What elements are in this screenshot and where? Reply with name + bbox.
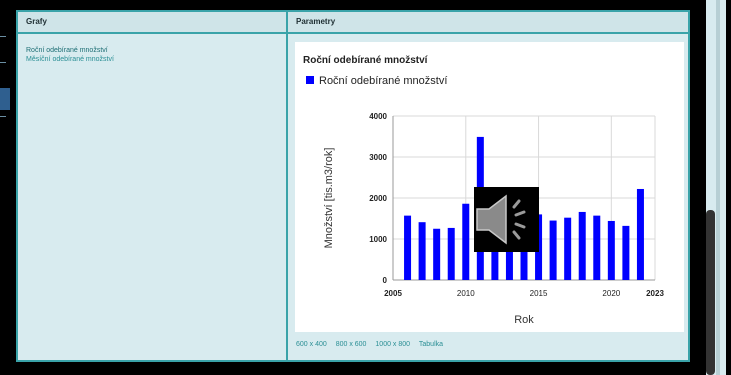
- column-divider: [286, 12, 288, 360]
- x-tick-label: 2023: [646, 289, 664, 298]
- scrollbar-gutter: [716, 0, 720, 375]
- x-tick-label: 2005: [384, 289, 402, 298]
- y-tick-label: 0: [383, 276, 388, 285]
- speaker-overlay[interactable]: [474, 187, 539, 252]
- edge-tick: [0, 116, 6, 117]
- bar-2022: [636, 188, 644, 280]
- graphs-panel: Grafy Parametry Roční odebírané množství…: [16, 10, 690, 362]
- x-tick-label: 2015: [530, 289, 548, 298]
- size-1000x800-link[interactable]: 1000 x 800: [375, 341, 411, 348]
- right-scroll-area: [690, 0, 731, 375]
- bar-2006: [404, 215, 412, 280]
- scrollbar-thumb[interactable]: [706, 210, 715, 375]
- bar-2007: [418, 222, 426, 280]
- bar-2013: [505, 226, 513, 280]
- table-link[interactable]: Tabulka: [418, 341, 444, 348]
- x-axis-label: Rok: [514, 314, 534, 326]
- edge-tick: [0, 62, 6, 63]
- y-axis-label: Množství [tis.m3/rok]: [323, 148, 335, 249]
- bar-2010: [462, 203, 470, 280]
- header-graphs: Grafy: [26, 17, 47, 26]
- x-tick-label: 2020: [602, 289, 620, 298]
- size-800x600-link[interactable]: 800 x 600: [335, 341, 367, 348]
- bar-2008: [433, 228, 441, 280]
- header-parameters: Parametry: [296, 17, 336, 26]
- speaker-icon: [476, 194, 526, 245]
- bar-2019: [593, 215, 601, 280]
- legend-label: Roční odebírané množství: [319, 75, 447, 87]
- bar-2016: [549, 220, 557, 280]
- legend-swatch: [306, 76, 314, 84]
- bar-2021: [622, 225, 630, 280]
- chart-title: Roční odebírané množství: [303, 55, 429, 66]
- edge-tick: [0, 36, 6, 37]
- y-tick-label: 1000: [369, 235, 387, 244]
- x-tick-label: 2010: [457, 289, 475, 298]
- y-tick-label: 3000: [369, 153, 387, 162]
- graph-link-monthly[interactable]: Měsíční odebírané množství: [26, 56, 114, 63]
- edge-tab: [0, 88, 10, 110]
- bar-2020: [607, 220, 615, 280]
- table-header: Grafy Parametry: [18, 12, 688, 34]
- y-tick-label: 2000: [369, 194, 387, 203]
- size-options: 600 x 400 800 x 600 1000 x 800 Tabulka: [296, 341, 450, 348]
- left-window-edge: [0, 0, 16, 375]
- y-tick-label: 4000: [369, 112, 387, 121]
- size-600x400-link[interactable]: 600 x 400: [296, 341, 327, 348]
- graph-link-annual[interactable]: Roční odebírané množství: [26, 47, 108, 54]
- bar-2018: [578, 211, 586, 280]
- bar-2017: [564, 217, 572, 280]
- bar-2009: [447, 227, 455, 280]
